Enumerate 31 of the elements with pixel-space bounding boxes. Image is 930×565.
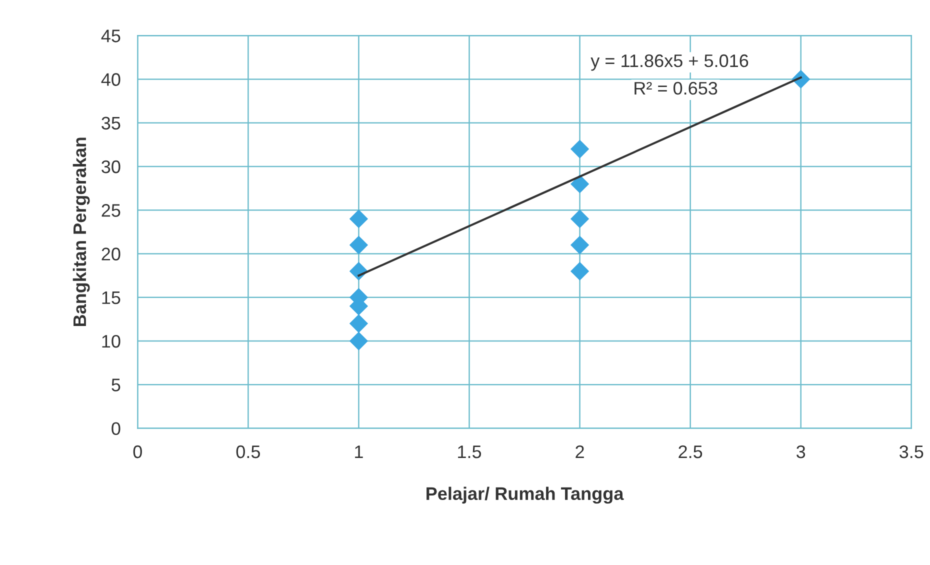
x-tick-label: 3.5 xyxy=(900,445,924,458)
point xyxy=(349,314,368,333)
x-axis-title: Pelajar/ Rumah Tangga xyxy=(426,486,624,504)
y-tick-label: 25 xyxy=(102,204,120,217)
y-axis-title: Bangkitan Pergerakan xyxy=(72,138,90,326)
y-tick-label: 5 xyxy=(112,378,120,392)
x-tick-label: 0.5 xyxy=(236,445,260,458)
point xyxy=(349,332,368,350)
point xyxy=(349,210,368,228)
point xyxy=(570,140,590,158)
y-tick-label: 0 xyxy=(112,422,120,435)
x-tick-label: 0 xyxy=(133,445,142,458)
y-tick-label: 35 xyxy=(102,116,120,130)
annotation: R² = 0.653 xyxy=(634,82,718,95)
x-tick-label: 1.5 xyxy=(458,446,482,458)
x-tick-label: 1 xyxy=(355,446,363,458)
y-tick-label: 15 xyxy=(102,292,120,304)
x-tick-label: 3 xyxy=(796,445,806,458)
y-tick-label: 30 xyxy=(102,160,120,174)
x-tick-label: 2 xyxy=(576,445,584,458)
point xyxy=(570,262,590,281)
point xyxy=(570,210,590,228)
y-tick-label: 10 xyxy=(102,334,120,348)
x-tick-label: 2.5 xyxy=(678,445,702,458)
point xyxy=(349,236,368,254)
y-tick-label: 45 xyxy=(101,30,120,42)
point xyxy=(570,174,590,194)
y-tick-label: 20 xyxy=(102,248,120,260)
annotation: y = 11.86x5 + 5.016 xyxy=(590,54,748,71)
point xyxy=(570,236,590,254)
y-tick-label: 40 xyxy=(101,73,120,86)
